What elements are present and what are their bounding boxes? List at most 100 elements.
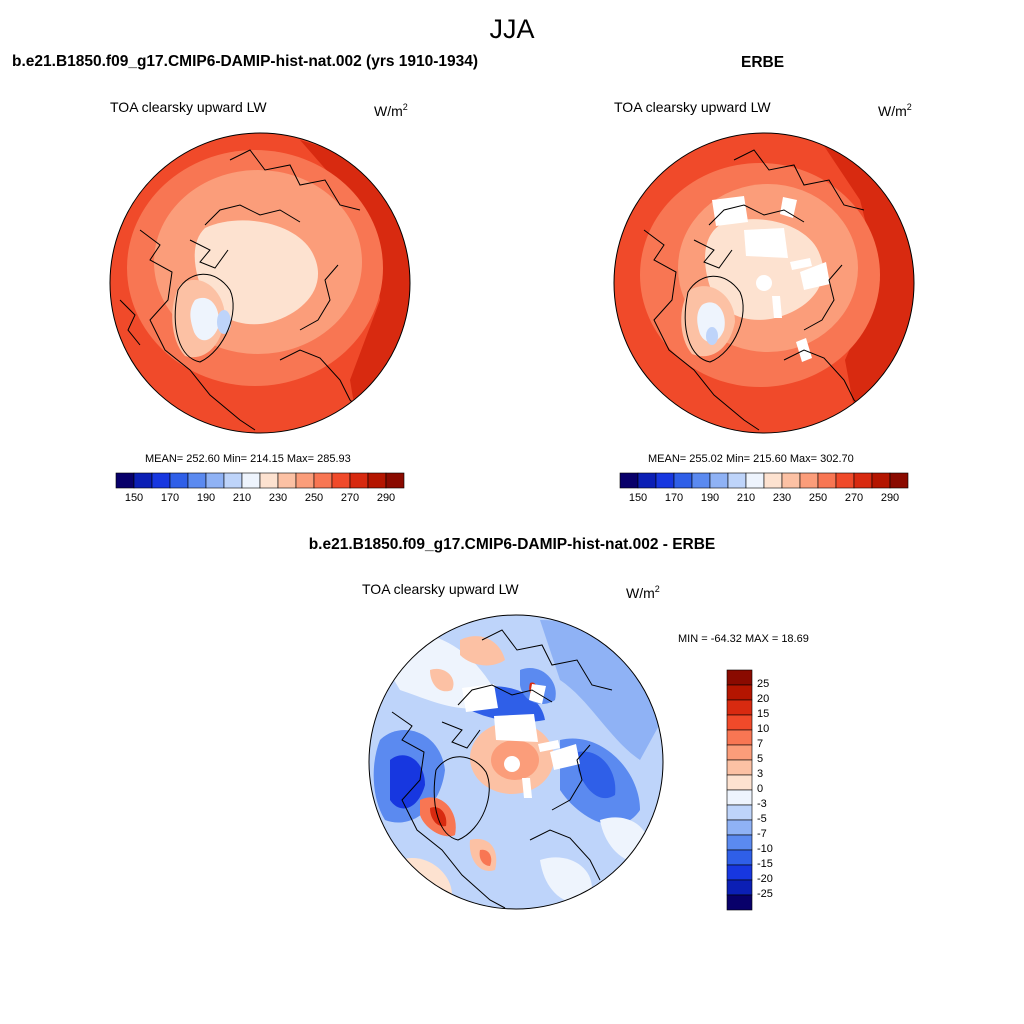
model-colorbar-tick-label: 250	[304, 492, 324, 504]
diff-colorbar-swatch	[726, 774, 753, 791]
model-colorbar-swatch	[259, 472, 279, 489]
diff-colorbar-tick-label: 10	[757, 723, 770, 735]
obs-variable-label: TOA clearsky upward LW	[614, 99, 771, 115]
obs-colorbar-swatch	[727, 472, 747, 489]
diff-map-border	[368, 614, 664, 910]
model-stats: MEAN= 252.60 Min= 214.15 Max= 285.93	[145, 453, 351, 465]
diff-colorbar-tick-label: -10	[757, 843, 773, 855]
diff-colorbar-swatch	[726, 699, 753, 716]
diff-colorbar-swatch	[726, 864, 753, 881]
model-colorbar-tick-label: 290	[376, 492, 396, 504]
diff-colorbar-swatch	[726, 729, 753, 746]
model-map	[110, 133, 410, 433]
model-colorbar-tick-label: 150	[124, 492, 144, 504]
model-colorbar-tick-label: 270	[340, 492, 360, 504]
model-colorbar-swatch	[115, 472, 135, 489]
obs-colorbar-swatch	[655, 472, 675, 489]
diff-colorbar-swatch	[726, 819, 753, 836]
diff-colorbar-swatch	[726, 789, 753, 806]
diff-colorbar-swatch	[726, 684, 753, 701]
model-panel-title: b.e21.B1850.f09_g17.CMIP6-DAMIP-hist-nat…	[12, 53, 479, 70]
obs-colorbar-swatch	[853, 472, 873, 489]
obs-colorbar-swatch	[799, 472, 819, 489]
diff-coastlines	[391, 629, 613, 909]
obs-colorbar-swatch	[745, 472, 765, 489]
diff-colorbar-swatch	[726, 879, 753, 896]
model-colorbar-swatch	[313, 472, 333, 489]
diff-missing-data	[462, 684, 580, 798]
model-colorbar-swatch	[349, 472, 369, 489]
model-colorbar-swatch	[133, 472, 153, 489]
obs-colorbar	[619, 472, 909, 489]
season-title: JJA	[489, 14, 535, 44]
obs-colorbar-swatch	[691, 472, 711, 489]
diff-colorbar	[726, 669, 753, 911]
model-units-label: W/m2	[374, 102, 408, 119]
model-colorbar	[115, 472, 405, 489]
obs-colorbar-swatch	[817, 472, 837, 489]
model-map-border	[109, 132, 411, 434]
obs-colorbar-swatch	[763, 472, 783, 489]
diff-colorbar-swatch	[726, 849, 753, 866]
obs-colorbar-swatch	[709, 472, 729, 489]
obs-stats: MEAN= 255.02 Min= 215.60 Max= 302.70	[648, 453, 854, 465]
diff-variable-label: TOA clearsky upward LW	[362, 581, 519, 597]
obs-colorbar-tick-label: 250	[808, 492, 828, 504]
obs-colorbar-tick-label: 290	[880, 492, 900, 504]
diff-colorbar-tick-label: 7	[757, 738, 764, 750]
diff-colorbar-swatch	[726, 669, 753, 686]
obs-units-label: W/m2	[878, 102, 912, 119]
diff-colorbar-swatch	[726, 834, 753, 851]
obs-colorbar-tick-label: 230	[772, 492, 792, 504]
model-colorbar-tick-label: 190	[196, 492, 216, 504]
model-colorbar-swatch	[169, 472, 189, 489]
diff-colorbar-tick-label: -3	[757, 798, 767, 810]
model-colorbar-swatch	[331, 472, 351, 489]
obs-map-border	[613, 132, 915, 434]
model-colorbar-swatch	[205, 472, 225, 489]
model-colorbar-swatch	[241, 472, 261, 489]
diff-colorbar-tick-label: -7	[757, 828, 767, 840]
diff-map	[369, 615, 663, 909]
diff-colorbar-tick-label: -5	[757, 813, 767, 825]
model-colorbar-tick-label: 230	[268, 492, 288, 504]
diff-units-label: W/m2	[626, 584, 660, 601]
model-colorbar-swatch	[223, 472, 243, 489]
obs-colorbar-swatch	[637, 472, 657, 489]
obs-colorbar-swatch	[835, 472, 855, 489]
diff-colorbar-swatch	[726, 714, 753, 731]
diff-colorbar-swatch	[726, 894, 753, 911]
obs-colorbar-swatch	[619, 472, 639, 489]
diff-colorbar-swatch	[726, 759, 753, 776]
model-colorbar-swatch	[277, 472, 297, 489]
obs-colorbar-swatch	[673, 472, 693, 489]
model-variable-label: TOA clearsky upward LW	[110, 99, 267, 115]
diff-colorbar-tick-label: 3	[757, 768, 764, 780]
model-colorbar-tick-label: 210	[232, 492, 252, 504]
diff-panel-title: b.e21.B1850.f09_g17.CMIP6-DAMIP-hist-nat…	[308, 536, 716, 553]
diff-colorbar-tick-label: -15	[757, 858, 773, 870]
diff-colorbar-tick-label: -20	[757, 873, 773, 885]
obs-panel-title: ERBE	[741, 54, 785, 71]
diff-colorbar-tick-label: 15	[757, 708, 770, 720]
model-colorbar-swatch	[295, 472, 315, 489]
model-colorbar-swatch	[385, 472, 405, 489]
diff-colorbar-tick-label: 20	[757, 693, 770, 705]
model-colorbar-swatch	[187, 472, 207, 489]
diff-stats: MIN = -64.32 MAX = 18.69	[678, 633, 809, 645]
obs-colorbar-tick-label: 150	[628, 492, 648, 504]
obs-colorbar-tick-label: 170	[664, 492, 684, 504]
diff-colorbar-tick-label: 25	[757, 678, 770, 690]
diff-colorbar-tick-label: -25	[757, 888, 773, 900]
obs-map	[614, 133, 914, 433]
obs-colorbar-tick-label: 190	[700, 492, 720, 504]
obs-colorbar-swatch	[781, 472, 801, 489]
obs-colorbar-tick-label: 270	[844, 492, 864, 504]
diff-colorbar-tick-label: 0	[757, 783, 764, 795]
obs-colorbar-swatch	[889, 472, 909, 489]
diff-colorbar-swatch	[726, 744, 753, 761]
diff-colorbar-swatch	[726, 804, 753, 821]
obs-colorbar-tick-label: 210	[736, 492, 756, 504]
model-colorbar-swatch	[367, 472, 387, 489]
